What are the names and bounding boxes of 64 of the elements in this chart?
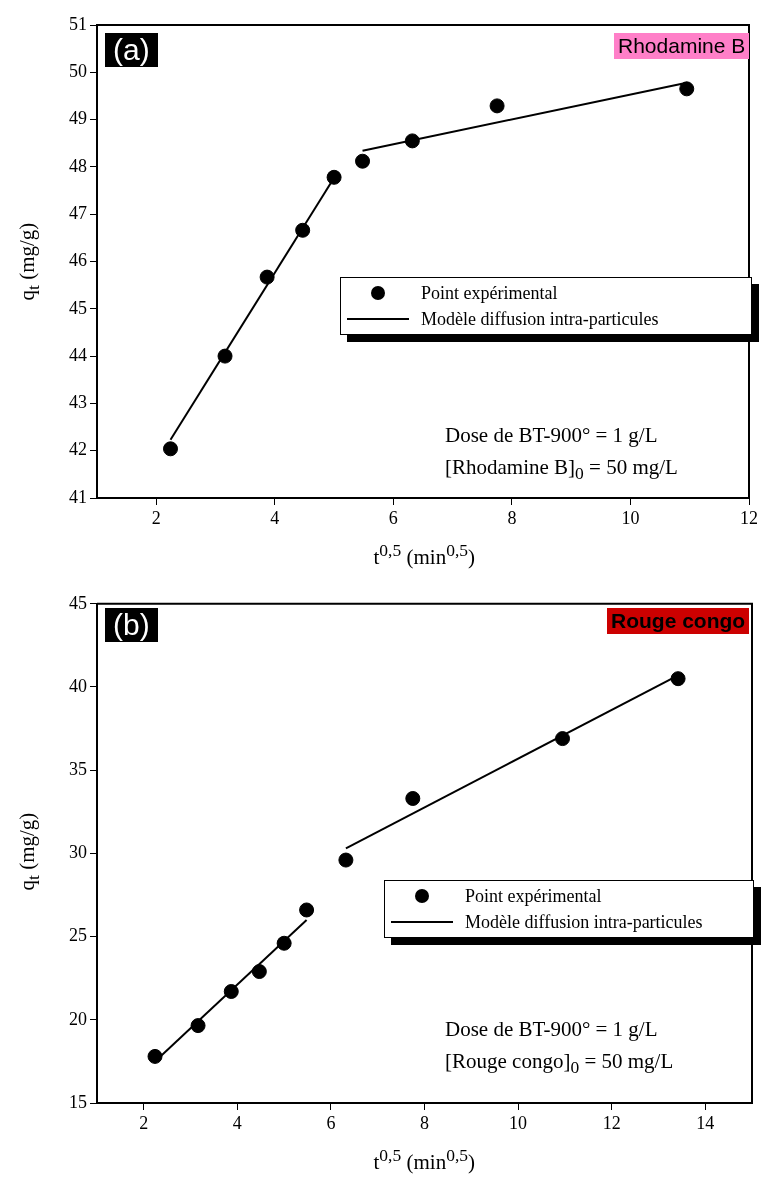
point xyxy=(405,790,421,806)
point xyxy=(355,153,371,169)
y-tick-label: 45 xyxy=(69,592,87,613)
y-tick-label: 50 xyxy=(69,61,87,82)
x-tick-label: 6 xyxy=(326,1112,336,1133)
x-tick-label: 2 xyxy=(139,1112,149,1133)
y-tick-label: 25 xyxy=(69,925,87,946)
y-tick-label: 42 xyxy=(69,439,87,460)
y-tick-label: 41 xyxy=(69,486,87,507)
x-tick-label: 2 xyxy=(151,507,161,528)
x-tick-label: 10 xyxy=(621,507,640,528)
point xyxy=(147,1048,163,1064)
point xyxy=(299,902,315,918)
y-tick-label: 48 xyxy=(69,155,87,176)
point xyxy=(679,81,695,97)
x-tick-label: 12 xyxy=(602,1112,621,1133)
x-tick-label: 12 xyxy=(740,507,758,528)
point xyxy=(670,671,686,687)
y-tick-label: 35 xyxy=(69,758,87,779)
x-tick-label: 4 xyxy=(270,507,280,528)
y-tick-label: 40 xyxy=(69,675,87,696)
annotation: Dose de BT-900° = 1 g/L xyxy=(445,423,658,448)
y-tick-label: 20 xyxy=(69,1008,87,1029)
legend-label: Modèle diffusion intra-particules xyxy=(465,911,703,933)
x-tick-label: 6 xyxy=(388,507,398,528)
point xyxy=(489,98,505,114)
y-tick-label: 51 xyxy=(69,13,87,34)
x-tick-label: 10 xyxy=(509,1112,528,1133)
x-axis-title: t$^{0,5}$ (min$^{0,5}$) xyxy=(373,1145,476,1175)
legend-label: Point expérimental xyxy=(465,885,602,907)
x-tick-label: 8 xyxy=(507,507,517,528)
annotation: Dose de BT-900° = 1 g/L xyxy=(445,1017,658,1042)
x-tick-label: 8 xyxy=(420,1112,429,1133)
x-axis-title: t$^{0,5}$ (min$^{0,5}$) xyxy=(373,540,476,570)
point xyxy=(555,731,571,747)
point xyxy=(276,935,292,951)
legend-label: Modèle diffusion intra-particules xyxy=(421,308,659,330)
y-tick-label: 30 xyxy=(69,842,87,863)
y-tick-label: 46 xyxy=(69,250,87,271)
y-tick-label: 43 xyxy=(69,392,87,413)
point xyxy=(404,133,420,149)
x-tick-label: 4 xyxy=(232,1112,242,1133)
annotation: [Rhodamine B]$_{0}$ = 50 mg/L xyxy=(445,455,678,485)
point xyxy=(259,269,275,285)
point xyxy=(217,348,233,364)
annotation: Rhodamine B xyxy=(614,33,750,59)
x-tick-label: 14 xyxy=(696,1112,715,1133)
y-tick-label: 15 xyxy=(69,1091,87,1112)
annotation: [Rouge congo]$_{0}$ = 50 mg/L xyxy=(445,1049,674,1079)
y-tick-label: 44 xyxy=(69,344,87,365)
annotation: Rouge congo xyxy=(607,608,750,634)
point xyxy=(163,441,178,457)
point xyxy=(295,222,311,238)
legend-label: Point expérimental xyxy=(421,282,558,304)
point xyxy=(251,964,267,980)
point xyxy=(338,852,354,868)
point xyxy=(190,1018,206,1034)
y-tick-label: 49 xyxy=(69,108,87,129)
y-tick-label: 45 xyxy=(69,297,87,318)
point xyxy=(326,169,342,185)
y-tick-label: 47 xyxy=(69,202,87,223)
annotation: (b) xyxy=(105,608,158,642)
annotation: (a) xyxy=(105,33,158,67)
point xyxy=(223,984,239,1000)
